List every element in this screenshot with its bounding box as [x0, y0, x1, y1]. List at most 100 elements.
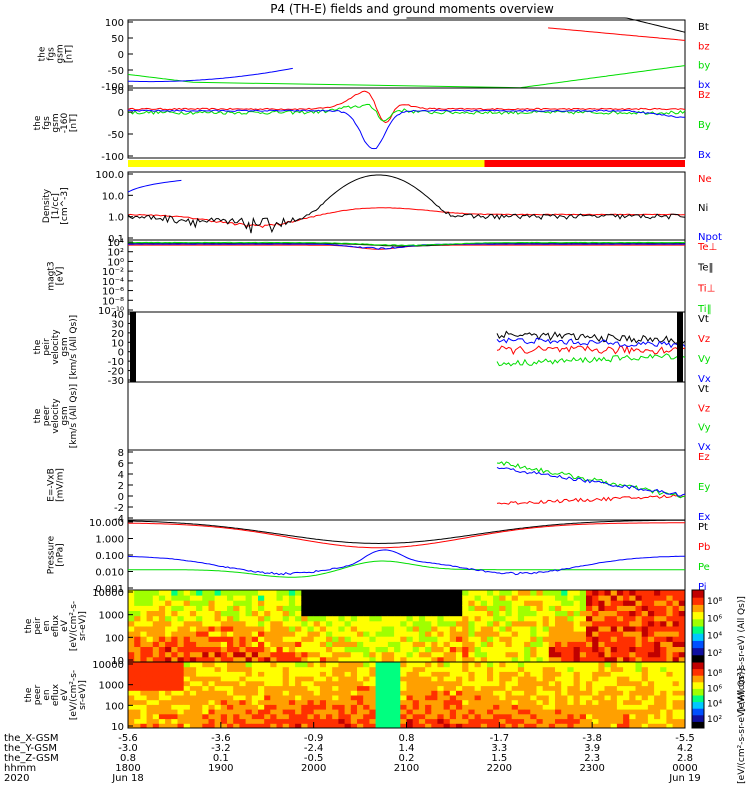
heatmap-cell: [499, 605, 506, 611]
heatmap-cell: [623, 646, 630, 653]
heatmap-cell: [592, 615, 599, 622]
heatmap-cell: [140, 718, 148, 724]
heatmap-cell: [406, 605, 414, 611]
heatmap-cell: [381, 680, 389, 687]
heatmap-cell: [387, 626, 395, 632]
heatmap-cell: [220, 626, 228, 632]
heatmap-cell: [258, 666, 265, 672]
heatmap-cell: [251, 704, 259, 710]
heatmap-cell: [425, 685, 432, 691]
heatmap-cell: [171, 651, 178, 658]
heatmap-cell: [313, 626, 321, 632]
heatmap-cell: [487, 610, 494, 617]
heatmap-cell: [375, 709, 383, 715]
heatmap-cell: [165, 641, 172, 647]
heatmap-cell: [140, 671, 148, 677]
heatmap-cell: [319, 666, 327, 672]
heatmap-cell: [468, 666, 476, 672]
heatmap-cell: [505, 600, 513, 606]
heatmap-cell: [233, 610, 240, 617]
heatmap-cell: [443, 695, 451, 701]
heatmap-cell: [604, 636, 612, 642]
heatmap-cell: [270, 590, 277, 596]
heatmap-cell: [338, 620, 346, 627]
heatmap-cell: [542, 626, 550, 632]
heatmap-cell: [301, 620, 308, 627]
heatmap-cell: [196, 666, 203, 672]
y-axis-label: en: [42, 689, 52, 700]
x-tick-label: 0.2: [399, 753, 415, 764]
heatmap-cell: [245, 636, 253, 642]
heatmap-cell: [493, 590, 500, 596]
heatmap-cell: [487, 662, 494, 668]
heatmap-cell: [499, 595, 506, 601]
heatmap-cell: [623, 600, 630, 606]
heatmap-cell: [394, 680, 401, 687]
heatmap-cell: [196, 695, 203, 701]
heatmap-cell: [635, 699, 643, 705]
heatmap-cell: [258, 615, 265, 622]
heatmap-cell: [128, 626, 135, 632]
heatmap-cell: [381, 690, 389, 696]
heatmap-cell: [301, 615, 308, 622]
heatmap-cell: [220, 595, 228, 601]
heatmap-cell: [152, 723, 160, 729]
heatmap-cell: [202, 695, 209, 701]
heatmap-cell: [245, 620, 253, 627]
y-axis-label: -160: [60, 113, 70, 134]
heatmap-cell: [542, 723, 550, 729]
heatmap-cell: [629, 723, 636, 729]
heatmap-cell: [307, 620, 315, 627]
heatmap-cell: [189, 626, 197, 632]
heatmap-cell: [301, 685, 308, 691]
heatmap-cell: [214, 631, 222, 637]
heatmap-cell: [258, 695, 265, 701]
heatmap-cell: [140, 723, 148, 729]
heatmap-cell: [295, 641, 302, 647]
heatmap-cell: [357, 709, 364, 715]
heatmap-cell: [493, 676, 500, 682]
heatmap-cell: [592, 713, 599, 720]
legend-Bx: Bx: [698, 150, 711, 161]
heatmap-cell: [146, 631, 154, 637]
heatmap-cell: [610, 709, 618, 715]
heatmap-cell: [394, 699, 401, 705]
x-row-label: the_Z-GSM: [4, 753, 59, 764]
heatmap-cell: [623, 615, 630, 622]
heatmap-cell: [264, 695, 271, 701]
heatmap-cell: [548, 631, 556, 637]
heatmap-cell: [183, 690, 191, 696]
y-axis-label: Pressure: [47, 535, 57, 574]
heatmap-cell: [592, 723, 599, 729]
heatmap-cell: [530, 671, 537, 677]
heatmap-cell: [604, 656, 612, 663]
heatmap-cell: [635, 641, 643, 647]
heatmap-cell: [357, 690, 364, 696]
heatmap-cell: [604, 651, 612, 658]
heatmap-cell: [647, 671, 655, 677]
heatmap-cell: [177, 713, 185, 720]
heatmap-cell: [400, 600, 407, 606]
heatmap-cell: [270, 610, 277, 617]
heatmap-cell: [604, 671, 612, 677]
heatmap-cell: [598, 646, 606, 653]
heatmap-cell: [220, 610, 228, 617]
heatmap-cell: [629, 695, 636, 701]
heatmap-cell: [449, 626, 457, 632]
heatmap-cell: [647, 723, 655, 729]
heatmap-cell: [431, 610, 438, 617]
heatmap-cell: [394, 718, 401, 724]
heatmap-cell: [678, 690, 686, 696]
heatmap-cell: [344, 723, 352, 729]
colorbar-tick-label: 10⁸: [707, 597, 722, 607]
heatmap-cell: [338, 590, 346, 596]
heatmap-cell: [579, 704, 587, 710]
heatmap-cell: [437, 610, 445, 617]
heatmap-cell: [381, 671, 389, 677]
heatmap-cell: [196, 646, 203, 653]
heatmap-cell: [183, 610, 191, 617]
heatmap-cell: [598, 662, 606, 668]
heatmap-cell: [567, 610, 575, 617]
heatmap-cell: [363, 656, 370, 663]
